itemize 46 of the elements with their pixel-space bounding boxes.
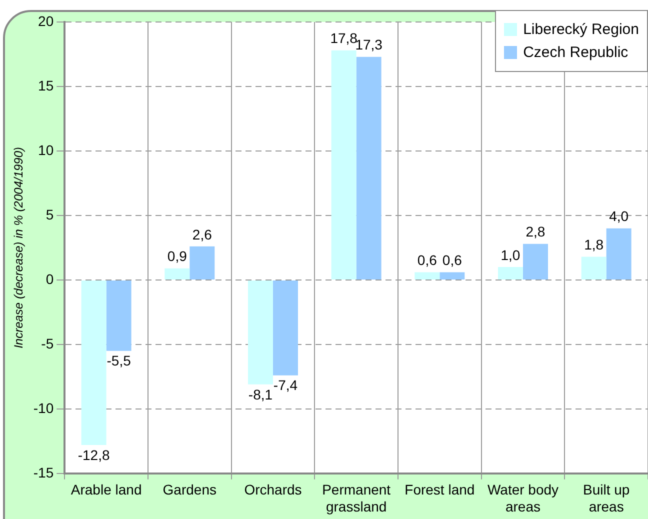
data-label: 1,8 [584, 236, 604, 253]
data-label: 1,0 [500, 246, 520, 263]
y-tick-label: 20 [38, 12, 54, 29]
y-tick-label: 5 [46, 206, 54, 222]
bar [164, 268, 190, 280]
x-tick-label: Built up areas [582, 482, 630, 514]
data-label: -8,1 [248, 386, 273, 402]
bar [440, 272, 465, 280]
y-tick-label: -15 [33, 464, 54, 480]
data-label: -12,8 [78, 446, 110, 463]
y-axis-title: Increase (decrease) in % (2004/1990) [12, 146, 26, 348]
x-tick-label: Permanent grassland [322, 482, 391, 514]
bar [606, 228, 632, 280]
data-label: 2,8 [526, 224, 546, 240]
y-tick-label: -5 [41, 335, 54, 352]
bar [331, 50, 356, 280]
y-tick-label: 10 [38, 142, 54, 158]
x-tick-label: Arable land [70, 482, 142, 498]
y-tick-label: 0 [46, 270, 54, 287]
data-label: 0,6 [442, 252, 462, 268]
bar [522, 244, 548, 280]
data-label: 17,3 [355, 36, 383, 53]
y-tick-label: -10 [33, 400, 54, 416]
bar [498, 267, 523, 280]
bar [106, 280, 132, 351]
x-tick-label: Orchards [244, 482, 302, 498]
legend-label: Czech Republic [523, 44, 628, 61]
x-tick-label: Forest land [404, 482, 475, 498]
x-tick-label: Water body areas [487, 482, 559, 514]
bar [581, 256, 606, 280]
bar [81, 280, 106, 446]
data-label: 4,0 [609, 208, 629, 224]
data-label: 0,6 [417, 252, 438, 268]
bar [414, 272, 440, 280]
data-label: -5,5 [106, 352, 132, 369]
bar [248, 280, 273, 384]
data-label: 0,9 [167, 248, 188, 264]
data-label: 17,8 [330, 30, 358, 46]
bar [190, 246, 215, 280]
data-label: 2,6 [192, 226, 212, 242]
x-tick-label: Gardens [162, 482, 216, 498]
y-tick-label: 15 [38, 77, 54, 94]
bar [356, 56, 382, 280]
legend-label: Liberecký Region [523, 21, 639, 38]
bar [272, 280, 298, 376]
data-label: -7,4 [273, 377, 298, 394]
